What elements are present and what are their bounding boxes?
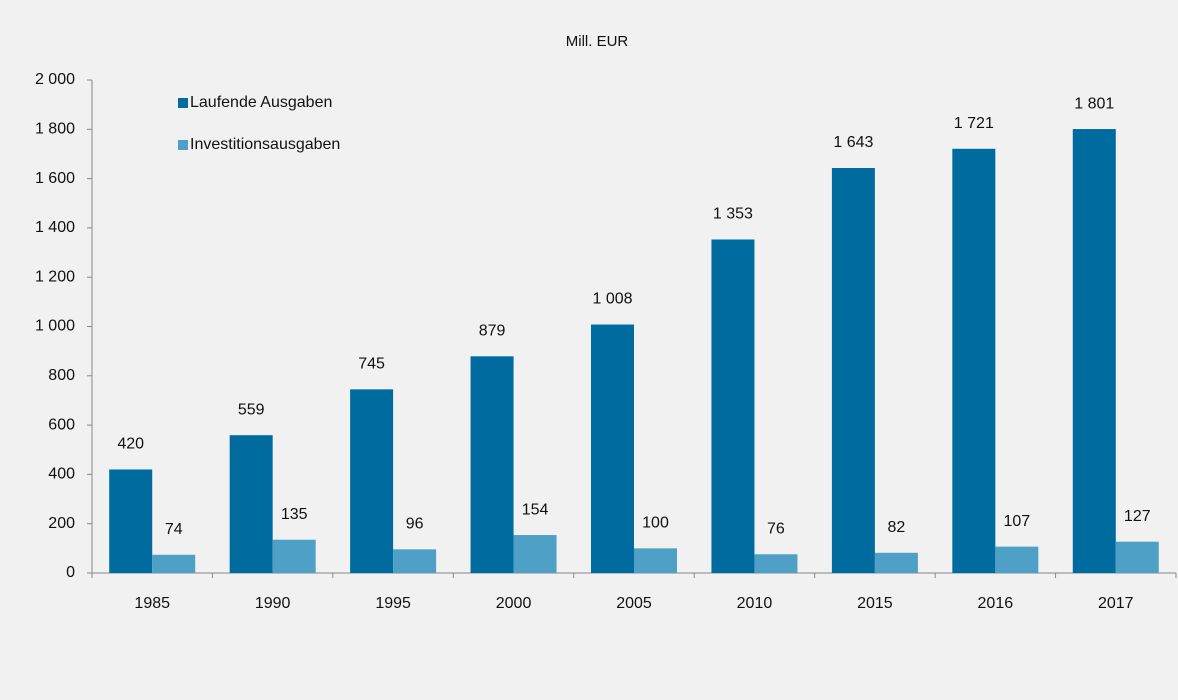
bar [952,148,996,573]
data-label: 135 [281,506,308,523]
y-tick-label: 200 [48,515,75,532]
x-tick-label: 2015 [857,595,893,612]
y-tick-label: 1 400 [35,219,75,236]
bar [995,546,1039,573]
data-label: 154 [522,501,549,518]
bar [272,539,316,573]
x-tick-label: 2000 [496,595,532,612]
bar [470,356,514,573]
y-tick-label: 2 000 [35,71,75,88]
y-tick-label: 400 [48,466,75,483]
legend-label: Investitionsausgaben [190,136,340,153]
bar [1115,541,1159,573]
x-tick-label: 2016 [978,595,1014,612]
bar [109,469,153,573]
bar [831,168,875,574]
bar [711,239,755,573]
data-label: 76 [767,520,785,537]
bar [393,549,437,573]
data-label: 1 353 [713,206,753,223]
y-tick-label: 1 600 [35,170,75,187]
data-label: 420 [117,436,144,453]
bar [591,324,634,573]
x-tick-label: 2005 [616,595,652,612]
data-label: 559 [238,401,265,418]
chart-title: Mill. EUR [566,33,629,50]
bar [754,554,798,573]
bar [1072,129,1116,573]
y-tick-label: 800 [48,367,75,384]
data-label: 96 [406,516,424,533]
data-label: 82 [887,519,905,536]
bar [229,435,273,573]
bar [350,389,394,573]
y-tick-label: 1 800 [35,121,75,138]
x-tick-label: 2010 [737,595,773,612]
data-label: 100 [642,515,669,532]
data-label: 127 [1124,508,1151,525]
y-tick-label: 1 000 [35,318,75,335]
y-tick-label: 600 [48,416,75,433]
y-tick-label: 1 200 [35,268,75,285]
legend-swatch [178,140,188,150]
data-label: 1 643 [833,134,873,151]
legend-label: Laufende Ausgaben [190,94,332,111]
bar [152,554,196,573]
x-tick-label: 1995 [375,595,411,612]
x-tick-label: 1985 [134,595,170,612]
data-label: 1 008 [592,291,632,308]
data-label: 1 721 [954,115,994,132]
data-label: 107 [1003,513,1030,530]
data-label: 879 [479,323,506,340]
legend-swatch [178,98,188,108]
bar [634,548,677,573]
y-tick-label: 0 [66,564,75,581]
x-tick-label: 2017 [1098,595,1134,612]
x-tick-label: 1990 [255,595,291,612]
data-label: 1 801 [1074,95,1114,112]
bar [513,535,557,573]
data-label: 745 [358,356,385,373]
data-label: 74 [165,521,183,538]
bar [874,552,918,573]
